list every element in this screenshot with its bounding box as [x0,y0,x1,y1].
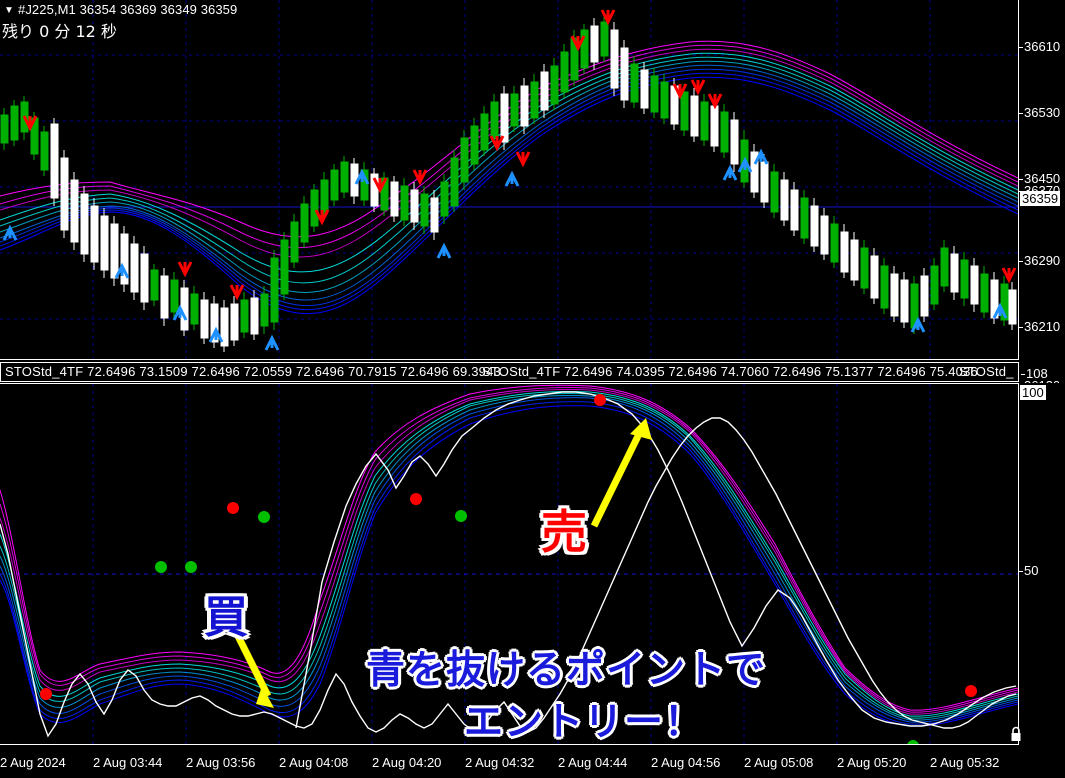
osc-buy-dot [185,561,197,573]
time-tick: 2 Aug 03:56 [186,755,256,770]
osc-signal-dots [40,394,977,744]
sell-signal-arrows [22,9,1017,301]
osc-sell-dot [40,688,52,700]
indicator-label-text-3: STOStd_ [959,364,1014,379]
time-axis[interactable]: 2 Aug 2024 2 Aug 03:44 2 Aug 03:56 2 Aug… [0,746,1065,778]
buy-annotation-label: 買 [204,592,248,643]
buy-annotation-arrow [224,614,274,708]
oscillator-canvas [0,384,1018,744]
candlesticks [0,14,1017,352]
osc-sell-dot [227,502,239,514]
sell-annotation-arrow [590,418,652,528]
entry-message-line-1: 青を抜けるポイントで [366,648,767,693]
osc-tick-50: 50 [1018,563,1039,578]
time-tick: 2 Aug 04:20 [372,755,442,770]
osc-sell-dot [410,493,422,505]
time-tick: 2 Aug 05:08 [744,755,814,770]
symbol-ohlc-text: #J225,M1 36354 36369 36349 36359 [18,2,238,17]
osc-signal-line [0,417,1017,738]
current-price-label: 36359 [1020,191,1061,206]
indicator-label-strip: STOStd_4TF 72.6496 73.1509 72.6496 72.05… [0,362,1019,382]
osc-buy-dot [907,740,919,744]
osc-sell-dot [594,394,606,406]
osc-tick-top: 108 [1021,366,1048,381]
price-chart-pane[interactable] [0,0,1019,360]
time-tick: 2 Aug 04:08 [279,755,349,770]
buy-signal-arrows [2,148,1008,351]
oscillator-pane[interactable] [0,383,1019,745]
time-tick: 2 Aug 04:32 [465,755,535,770]
time-tick: 2 Aug 05:32 [930,755,1000,770]
osc-buy-dot [155,561,167,573]
time-tick: 2 Aug 2024 [0,755,66,770]
indicator-label-text-2: STOStd_4TF 72.6496 74.0395 72.6496 74.70… [482,364,978,379]
price-tick: 36210 [1018,319,1061,334]
time-tick: 2 Aug 04:56 [651,755,721,770]
time-tick: 2 Aug 05:20 [837,755,907,770]
oscillator-axis[interactable]: 108 100 50 [1018,366,1065,745]
symbol-info-line: ▼ #J225,M1 36354 36369 36349 36359 [4,2,237,17]
sell-annotation-label: 売 [541,505,587,559]
annotation-arrows [224,418,652,708]
price-tick: 36450 [1018,171,1061,186]
price-tick: 36610 [1018,39,1061,54]
lock-icon[interactable] [1009,726,1023,742]
indicator-label-text: STOStd_4TF 72.6496 73.1509 72.6496 72.05… [5,364,501,379]
bar-countdown-label: 残り 0 分 12 秒 [2,22,117,41]
price-chart-canvas [0,0,1018,359]
entry-message-line-2: エントリー！ [464,700,705,745]
osc-buy-dot [258,511,270,523]
time-tick: 2 Aug 03:44 [93,755,163,770]
price-tick: 36530 [1018,105,1061,120]
chart-menu-caret-icon[interactable]: ▼ [4,5,14,16]
osc-buy-dot [455,510,467,522]
time-tick: 2 Aug 04:44 [558,755,628,770]
price-tick: 36290 [1018,253,1061,268]
osc-sell-dot [965,685,977,697]
osc-ma-ribbon [0,384,1018,727]
osc-level-100-label: 100 [1020,385,1046,400]
price-axis[interactable]: 36610 36530 36450 36370 36359 36290 3621… [1018,0,1065,393]
